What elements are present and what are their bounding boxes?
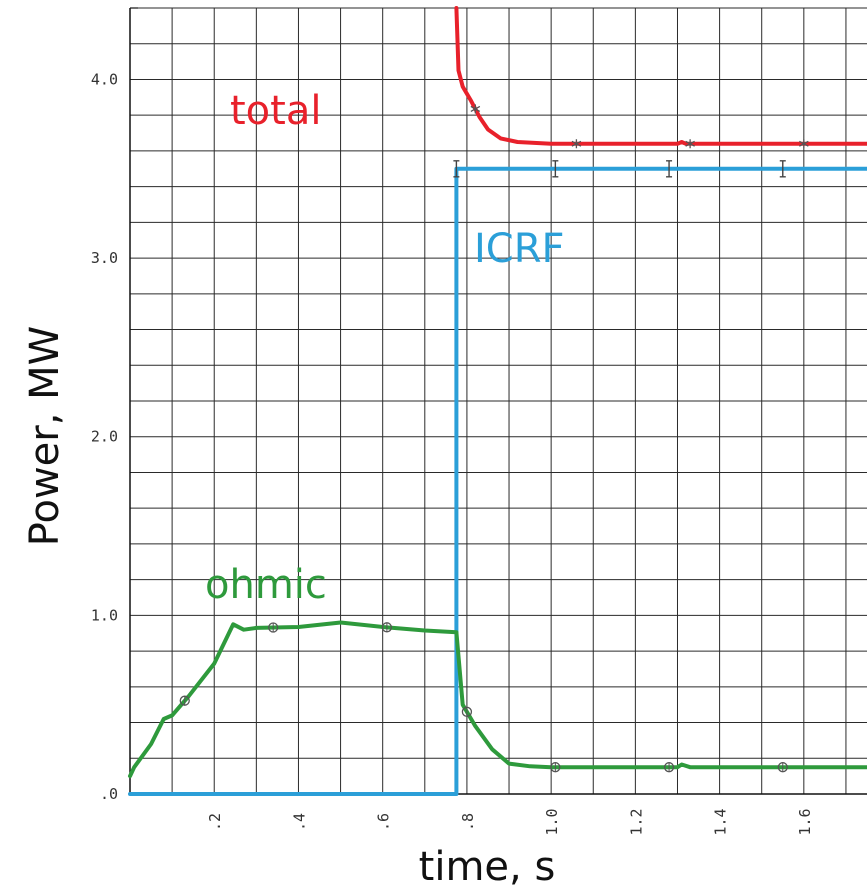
- x-tick-labels: .2 .4 .6 .8 1.0 1.2 1.4 1.6: [206, 808, 814, 835]
- marker-icrf: [666, 160, 673, 178]
- series-line-total: [454, 6, 867, 146]
- y-axis-title: Power, MW: [22, 326, 68, 546]
- marker-total: [470, 104, 481, 114]
- series-markers: [179, 104, 809, 773]
- x-tick-label: 1.4: [712, 808, 730, 835]
- x-tick-label: 1.0: [543, 808, 561, 835]
- marker-icrf: [779, 160, 786, 178]
- x-tick-label: .8: [459, 813, 477, 831]
- y-tick-label: 4.0: [91, 70, 118, 88]
- series-line-icrf: [128, 166, 867, 796]
- series-label-total: total: [230, 88, 321, 134]
- x-tick-label: .2: [206, 813, 224, 831]
- marker-total: [685, 139, 695, 149]
- x-tick-label: 1.2: [627, 808, 645, 835]
- y-tick-label: 3.0: [91, 249, 118, 267]
- plot-grid: [129, 7, 867, 795]
- series-label-ohmic: ohmic: [205, 562, 327, 608]
- series-label-icrf: ICRF: [474, 226, 565, 272]
- x-tick-label: 1.6: [796, 808, 814, 835]
- marker-total: [799, 139, 809, 149]
- marker-icrf: [552, 160, 559, 178]
- series-line-ohmic: [128, 620, 867, 779]
- y-tick-label: 1.0: [91, 606, 118, 624]
- y-tick-label: 2.0: [91, 428, 118, 446]
- marker-icrf: [453, 160, 460, 178]
- y-tick-label: .0: [100, 785, 118, 803]
- marker-total: [571, 139, 582, 149]
- x-axis-title: time, s: [419, 844, 556, 890]
- x-tick-label: .6: [375, 813, 393, 831]
- y-tick-labels: .0 1.0 2.0 3.0 4.0: [91, 70, 118, 803]
- x-tick-label: .4: [290, 813, 308, 831]
